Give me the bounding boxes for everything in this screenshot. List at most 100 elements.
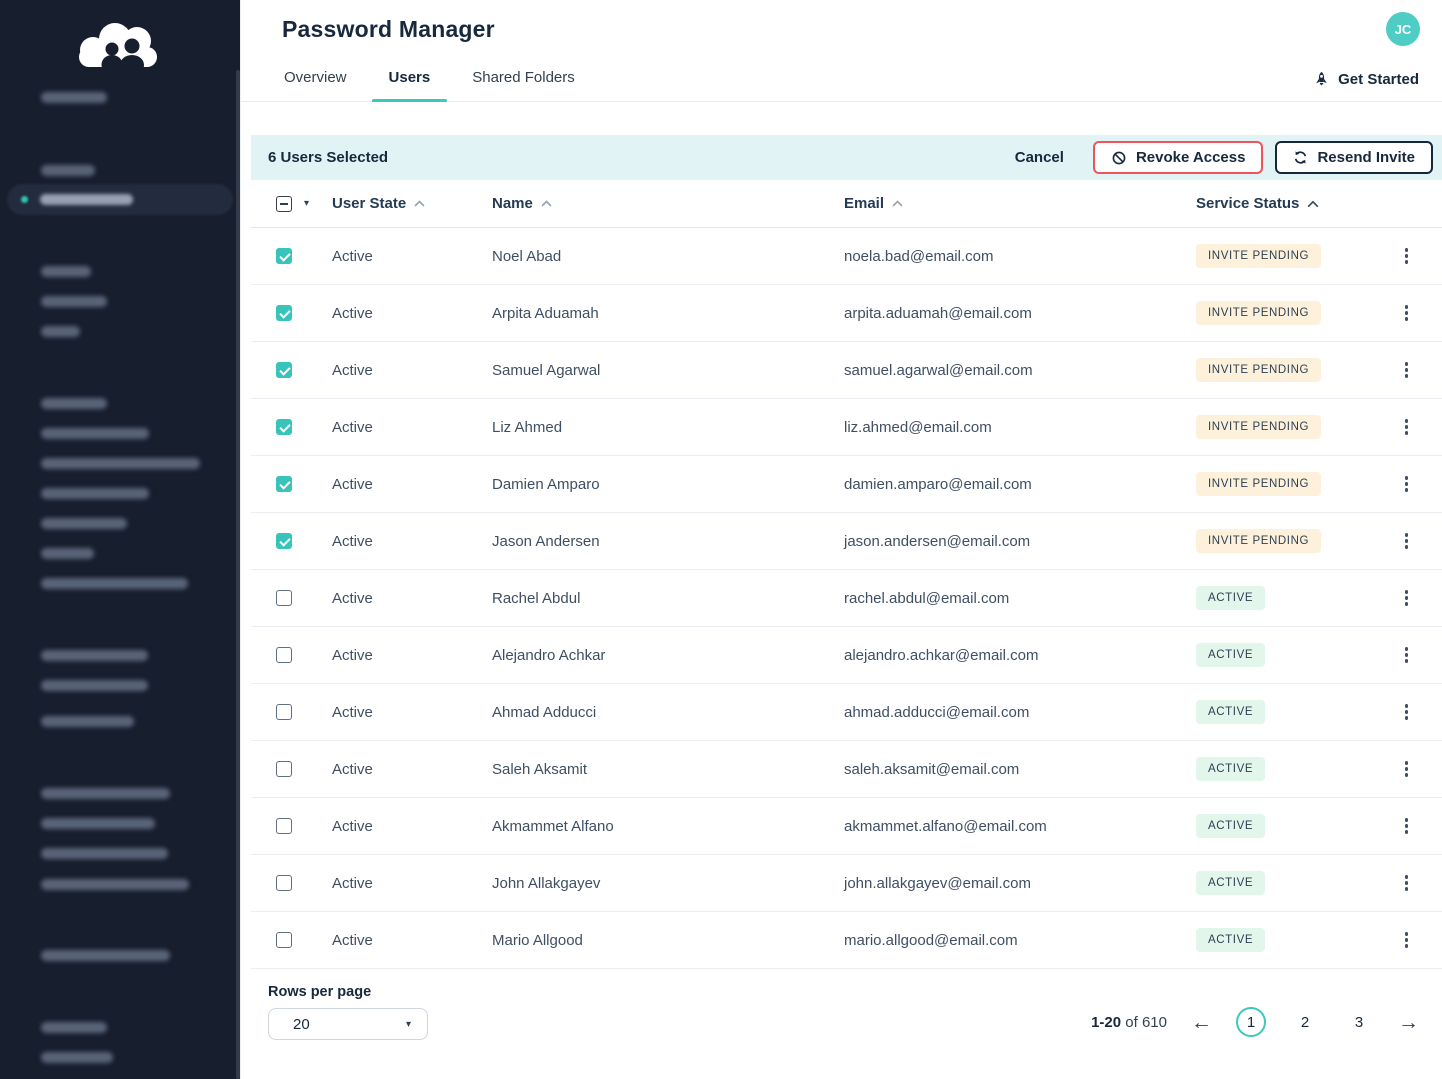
next-page-arrow[interactable]: → bbox=[1398, 1010, 1419, 1034]
row-menu-button[interactable] bbox=[1401, 641, 1413, 669]
sidebar-item-redacted[interactable] bbox=[41, 326, 80, 337]
table-row: Active Mario Allgood mario.allgood@email… bbox=[251, 912, 1442, 969]
row-checkbox[interactable] bbox=[276, 305, 292, 321]
user-email-cell: mario.allgood@email.com bbox=[844, 931, 1018, 949]
selected-count-text: 6 Users Selected bbox=[268, 149, 389, 166]
page-button-3[interactable]: 3 bbox=[1354, 1013, 1364, 1031]
row-menu-button[interactable] bbox=[1401, 470, 1413, 498]
row-checkbox[interactable] bbox=[276, 476, 292, 492]
row-checkbox[interactable] bbox=[276, 248, 292, 264]
sidebar-item-redacted[interactable] bbox=[41, 848, 168, 859]
column-header-service-status[interactable]: Service Status bbox=[1196, 195, 1380, 212]
row-checkbox[interactable] bbox=[276, 704, 292, 720]
table-body: Active Noel Abad noela.bad@email.com INV… bbox=[251, 228, 1442, 969]
table-row: Active Ahmad Adducci ahmad.adducci@email… bbox=[251, 684, 1442, 741]
row-menu-button[interactable] bbox=[1401, 755, 1413, 783]
user-state-cell: Active bbox=[332, 703, 373, 721]
sidebar-item-redacted[interactable] bbox=[41, 458, 200, 469]
tab-overview[interactable]: Overview bbox=[284, 69, 347, 86]
user-state-cell: Active bbox=[332, 874, 373, 892]
sidebar-item-redacted[interactable] bbox=[41, 650, 148, 661]
row-checkbox[interactable] bbox=[276, 647, 292, 663]
sidebar-item-redacted[interactable] bbox=[41, 266, 91, 277]
user-name-cell: Noel Abad bbox=[492, 247, 562, 265]
pagination: 1-20 of 610 ← 1 2 3 → bbox=[1091, 1007, 1419, 1037]
active-indicator-dot bbox=[21, 196, 28, 203]
user-email-cell: john.allakgayev@email.com bbox=[844, 874, 1031, 892]
sidebar-item-redacted[interactable] bbox=[41, 92, 107, 103]
tab-shared-folders[interactable]: Shared Folders bbox=[472, 69, 575, 86]
sidebar-item-redacted[interactable] bbox=[41, 788, 170, 799]
sidebar-item-redacted[interactable] bbox=[41, 680, 148, 691]
user-email-cell: jason.andersen@email.com bbox=[844, 532, 1031, 550]
row-menu-button[interactable] bbox=[1401, 356, 1413, 384]
sidebar-item-redacted[interactable] bbox=[41, 398, 107, 409]
sidebar-scrollbar[interactable] bbox=[236, 70, 240, 1079]
sidebar-item-redacted[interactable] bbox=[41, 165, 95, 176]
sidebar-item-redacted[interactable] bbox=[41, 716, 134, 727]
row-checkbox[interactable] bbox=[276, 590, 292, 606]
row-menu-button[interactable] bbox=[1401, 698, 1413, 726]
select-all-checkbox[interactable] bbox=[276, 195, 292, 212]
sidebar-item-redacted[interactable] bbox=[41, 1052, 113, 1063]
user-email-cell: damien.amparo@email.com bbox=[844, 475, 1032, 493]
tab-users[interactable]: Users bbox=[371, 63, 447, 102]
sidebar-item-redacted[interactable] bbox=[41, 818, 155, 829]
row-checkbox[interactable] bbox=[276, 761, 292, 777]
sidebar-item-redacted[interactable] bbox=[41, 548, 94, 559]
column-header-user-state[interactable]: User State bbox=[332, 195, 492, 212]
cloud-logo-icon bbox=[79, 23, 157, 67]
previous-page-arrow[interactable]: ← bbox=[1191, 1010, 1212, 1034]
user-state-cell: Active bbox=[332, 418, 373, 436]
sidebar-item-redacted[interactable] bbox=[41, 518, 127, 529]
sidebar-item-redacted[interactable] bbox=[41, 296, 107, 307]
row-menu-button[interactable] bbox=[1401, 242, 1413, 270]
sidebar-item-redacted[interactable] bbox=[41, 428, 149, 439]
sidebar-item-redacted[interactable] bbox=[41, 578, 188, 589]
table-row: Active Arpita Aduamah arpita.aduamah@ema… bbox=[251, 285, 1442, 342]
sort-up-icon bbox=[541, 200, 552, 207]
sort-up-icon bbox=[892, 200, 903, 207]
user-email-cell: ahmad.adducci@email.com bbox=[844, 703, 1030, 721]
sidebar-item-redacted[interactable] bbox=[41, 879, 189, 890]
get-started-button[interactable]: Get Started bbox=[1314, 71, 1419, 101]
row-checkbox[interactable] bbox=[276, 362, 292, 378]
row-checkbox[interactable] bbox=[276, 419, 292, 435]
row-menu-button[interactable] bbox=[1401, 584, 1413, 612]
user-email-cell: liz.ahmed@email.com bbox=[844, 418, 992, 436]
row-checkbox[interactable] bbox=[276, 818, 292, 834]
row-menu-button[interactable] bbox=[1401, 527, 1413, 555]
resend-invite-button[interactable]: Resend Invite bbox=[1275, 141, 1433, 174]
row-menu-button[interactable] bbox=[1401, 869, 1413, 897]
sidebar-item-redacted[interactable] bbox=[41, 950, 170, 961]
sidebar-item-active[interactable] bbox=[7, 184, 233, 215]
table-row: Active Noel Abad noela.bad@email.com INV… bbox=[251, 228, 1442, 285]
sidebar-item-redacted[interactable] bbox=[41, 488, 149, 499]
column-header-email[interactable]: Email bbox=[844, 195, 1196, 212]
content-area: 6 Users Selected Cancel Revoke Access bbox=[251, 135, 1442, 1040]
page-button-1[interactable]: 1 bbox=[1236, 1007, 1266, 1037]
row-checkbox[interactable] bbox=[276, 875, 292, 891]
user-name-cell: Ahmad Adducci bbox=[492, 703, 597, 721]
user-email-cell: saleh.aksamit@email.com bbox=[844, 760, 1020, 778]
row-menu-button[interactable] bbox=[1401, 299, 1413, 327]
table-row: Active Samuel Agarwal samuel.agarwal@ema… bbox=[251, 342, 1442, 399]
table-row: Active Akmammet Alfano akmammet.alfano@e… bbox=[251, 798, 1442, 855]
row-menu-button[interactable] bbox=[1401, 413, 1413, 441]
status-badge: ACTIVE bbox=[1196, 757, 1266, 781]
sidebar-item-redacted[interactable] bbox=[41, 1022, 107, 1033]
refresh-icon bbox=[1295, 151, 1307, 164]
revoke-access-button[interactable]: Revoke Access bbox=[1092, 141, 1264, 174]
select-dropdown-caret[interactable]: ▾ bbox=[304, 198, 310, 209]
page-button-2[interactable]: 2 bbox=[1300, 1013, 1310, 1031]
row-checkbox[interactable] bbox=[276, 932, 292, 948]
user-avatar[interactable]: JC bbox=[1386, 12, 1420, 46]
column-header-name[interactable]: Name bbox=[492, 195, 844, 212]
user-name-cell: Saleh Aksamit bbox=[492, 760, 588, 778]
row-checkbox[interactable] bbox=[276, 533, 292, 549]
user-email-cell: arpita.aduamah@email.com bbox=[844, 304, 1032, 322]
row-menu-button[interactable] bbox=[1401, 812, 1413, 840]
cancel-button[interactable]: Cancel bbox=[1014, 149, 1064, 166]
row-menu-button[interactable] bbox=[1401, 926, 1413, 954]
rows-per-page-select[interactable]: 20 ▾ bbox=[268, 1008, 428, 1040]
